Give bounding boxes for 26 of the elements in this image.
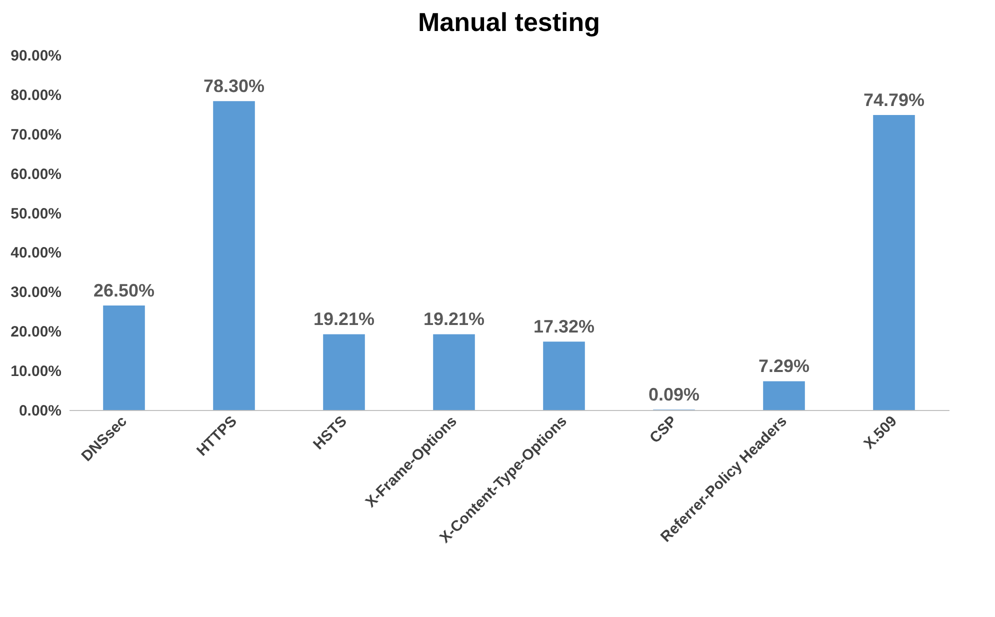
data-label: 0.09% [648, 384, 700, 405]
bar [103, 305, 145, 410]
y-tick-label: 10.00% [10, 363, 62, 380]
data-label: 74.79% [863, 90, 925, 110]
y-tick-label: 50.00% [10, 205, 62, 222]
y-tick-label: 90.00% [10, 48, 62, 64]
data-label: 19.21% [313, 309, 375, 330]
y-tick-label: 60.00% [10, 166, 62, 183]
chart-title: Manual testing [418, 7, 600, 37]
y-tick-label: 20.00% [10, 324, 62, 341]
y-tick-label: 80.00% [10, 86, 62, 104]
bar [543, 342, 585, 410]
bar [433, 334, 475, 410]
y-tick-label: 40.00% [10, 244, 62, 262]
data-label: 7.29% [758, 356, 810, 376]
data-label: 26.50% [93, 280, 155, 300]
data-label: 78.30% [203, 76, 265, 96]
data-label: 17.32% [533, 316, 595, 337]
bar [213, 101, 255, 410]
y-tick-label: 70.00% [10, 126, 62, 144]
data-label: 19.21% [423, 309, 485, 330]
y-tick-label: 0.00% [18, 402, 62, 420]
bar [763, 381, 805, 410]
y-tick-label: 30.00% [10, 284, 62, 302]
bar [323, 334, 365, 410]
bar [873, 114, 915, 410]
